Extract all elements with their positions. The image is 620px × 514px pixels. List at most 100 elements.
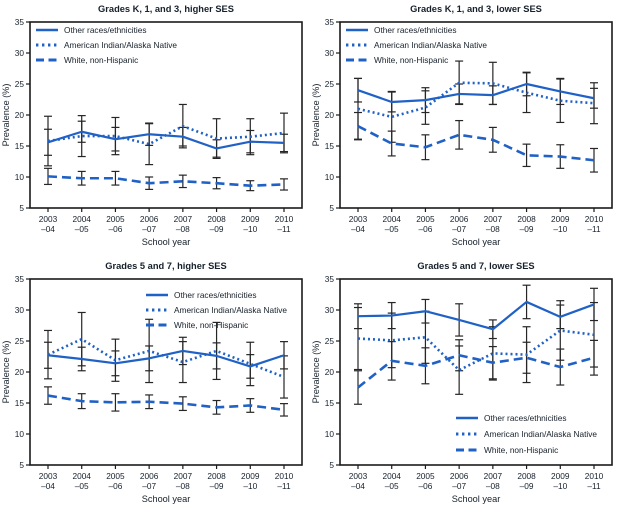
svg-text:10: 10 bbox=[15, 429, 25, 439]
svg-text:10: 10 bbox=[15, 172, 25, 182]
svg-text:2006: 2006 bbox=[450, 214, 469, 224]
svg-text:Prevalence (%): Prevalence (%) bbox=[311, 341, 321, 404]
svg-text:5: 5 bbox=[329, 203, 334, 213]
svg-text:2007: 2007 bbox=[174, 471, 193, 481]
svg-text:American Indian/Alaska Native: American Indian/Alaska Native bbox=[174, 305, 287, 315]
svg-text:2005: 2005 bbox=[416, 214, 435, 224]
svg-text:2008: 2008 bbox=[207, 214, 226, 224]
svg-text:–04: –04 bbox=[41, 481, 55, 491]
svg-text:–06: –06 bbox=[109, 481, 123, 491]
svg-text:5: 5 bbox=[19, 460, 24, 470]
svg-text:5: 5 bbox=[329, 460, 334, 470]
svg-text:2004: 2004 bbox=[382, 471, 401, 481]
svg-text:35: 35 bbox=[15, 17, 25, 27]
svg-text:–05: –05 bbox=[75, 481, 89, 491]
svg-text:–07: –07 bbox=[452, 481, 466, 491]
svg-text:20: 20 bbox=[325, 367, 335, 377]
svg-text:Other races/ethnicities: Other races/ethnicities bbox=[174, 290, 257, 300]
svg-text:–06: –06 bbox=[419, 481, 433, 491]
svg-text:25: 25 bbox=[15, 336, 25, 346]
svg-text:–11: –11 bbox=[587, 224, 601, 234]
svg-text:2008: 2008 bbox=[517, 214, 536, 224]
svg-text:2004: 2004 bbox=[72, 471, 91, 481]
svg-text:–05: –05 bbox=[385, 224, 399, 234]
svg-text:School year: School year bbox=[142, 237, 191, 247]
svg-text:–11: –11 bbox=[277, 224, 291, 234]
svg-text:2010: 2010 bbox=[585, 214, 604, 224]
panel-grades-57-higher-ses: 5 10 15 20 25 30 35 2003 –04 2004 –05 2005 –06 2006 –0… bbox=[0, 257, 310, 514]
svg-text:25: 25 bbox=[325, 336, 335, 346]
svg-text:–07: –07 bbox=[452, 224, 466, 234]
svg-text:30: 30 bbox=[325, 305, 335, 315]
svg-text:Prevalence (%): Prevalence (%) bbox=[1, 341, 11, 404]
svg-text:15: 15 bbox=[15, 398, 25, 408]
svg-text:–09: –09 bbox=[520, 481, 534, 491]
svg-text:15: 15 bbox=[325, 141, 335, 151]
svg-text:White, non-Hispanic: White, non-Hispanic bbox=[484, 445, 558, 455]
svg-text:2003: 2003 bbox=[39, 471, 58, 481]
svg-text:2007: 2007 bbox=[484, 214, 503, 224]
svg-text:–11: –11 bbox=[587, 481, 601, 491]
svg-text:Grades K, 1, and 3, higher SES: Grades K, 1, and 3, higher SES bbox=[98, 4, 234, 14]
svg-text:2003: 2003 bbox=[349, 214, 368, 224]
svg-text:–09: –09 bbox=[520, 224, 534, 234]
svg-text:2006: 2006 bbox=[140, 214, 159, 224]
svg-text:Prevalence (%): Prevalence (%) bbox=[311, 84, 321, 147]
svg-text:2003: 2003 bbox=[349, 471, 368, 481]
svg-text:–05: –05 bbox=[385, 481, 399, 491]
svg-text:2009: 2009 bbox=[551, 471, 570, 481]
svg-text:2010: 2010 bbox=[585, 471, 604, 481]
svg-text:–08: –08 bbox=[486, 481, 500, 491]
svg-text:10: 10 bbox=[325, 172, 335, 182]
svg-text:20: 20 bbox=[325, 110, 335, 120]
svg-text:School year: School year bbox=[452, 494, 501, 504]
svg-text:2004: 2004 bbox=[382, 214, 401, 224]
svg-text:–11: –11 bbox=[277, 481, 291, 491]
svg-text:American Indian/Alaska Native: American Indian/Alaska Native bbox=[374, 40, 487, 50]
svg-text:–04: –04 bbox=[351, 481, 365, 491]
panel-grades-57-lower-ses: 5 10 15 20 25 30 35 2003 –04 2004 –05 2005 –06 2006 –0… bbox=[310, 257, 620, 514]
svg-text:2006: 2006 bbox=[450, 471, 469, 481]
svg-text:2010: 2010 bbox=[275, 214, 294, 224]
svg-text:Grades 5 and 7, lower SES: Grades 5 and 7, lower SES bbox=[417, 261, 534, 271]
svg-text:–10: –10 bbox=[243, 224, 257, 234]
panel-grades-k13-lower-ses: 5 10 15 20 25 30 35 2003 –04 2004 –05 2005 –06 2006 –0… bbox=[310, 0, 620, 257]
svg-text:–08: –08 bbox=[176, 224, 190, 234]
svg-text:American Indian/Alaska Native: American Indian/Alaska Native bbox=[484, 429, 597, 439]
svg-text:20: 20 bbox=[15, 110, 25, 120]
svg-text:2008: 2008 bbox=[517, 471, 536, 481]
svg-text:2009: 2009 bbox=[241, 214, 260, 224]
svg-text:2007: 2007 bbox=[174, 214, 193, 224]
svg-text:2005: 2005 bbox=[416, 471, 435, 481]
svg-text:25: 25 bbox=[325, 79, 335, 89]
svg-text:White, non-Hispanic: White, non-Hispanic bbox=[374, 55, 448, 65]
svg-text:White, non-Hispanic: White, non-Hispanic bbox=[64, 55, 138, 65]
svg-text:–04: –04 bbox=[351, 224, 365, 234]
svg-text:–10: –10 bbox=[553, 224, 567, 234]
svg-text:–09: –09 bbox=[210, 481, 224, 491]
svg-text:Prevalence (%): Prevalence (%) bbox=[1, 84, 11, 147]
svg-text:10: 10 bbox=[325, 429, 335, 439]
svg-text:School year: School year bbox=[142, 494, 191, 504]
svg-text:Other races/ethnicities: Other races/ethnicities bbox=[64, 25, 147, 35]
svg-text:School year: School year bbox=[452, 237, 501, 247]
svg-text:–05: –05 bbox=[75, 224, 89, 234]
svg-text:2005: 2005 bbox=[106, 471, 125, 481]
svg-text:30: 30 bbox=[15, 305, 25, 315]
svg-text:30: 30 bbox=[325, 48, 335, 58]
svg-text:15: 15 bbox=[15, 141, 25, 151]
svg-text:–08: –08 bbox=[486, 224, 500, 234]
svg-text:35: 35 bbox=[15, 274, 25, 284]
svg-text:American Indian/Alaska Native: American Indian/Alaska Native bbox=[64, 40, 177, 50]
svg-text:–10: –10 bbox=[553, 481, 567, 491]
chart-grades-57-higher-ses: 51015202530352003–042004–052005–062006–0… bbox=[1, 261, 303, 504]
svg-text:–09: –09 bbox=[210, 224, 224, 234]
svg-text:25: 25 bbox=[15, 79, 25, 89]
svg-text:Grades K, 1, and 3, lower SES: Grades K, 1, and 3, lower SES bbox=[410, 4, 542, 14]
svg-text:Other races/ethnicities: Other races/ethnicities bbox=[374, 25, 457, 35]
svg-text:2004: 2004 bbox=[72, 214, 91, 224]
chart-grades-57-lower-ses: 51015202530352003–042004–052005–062006–0… bbox=[311, 261, 613, 504]
svg-text:5: 5 bbox=[19, 203, 24, 213]
svg-text:2010: 2010 bbox=[275, 471, 294, 481]
